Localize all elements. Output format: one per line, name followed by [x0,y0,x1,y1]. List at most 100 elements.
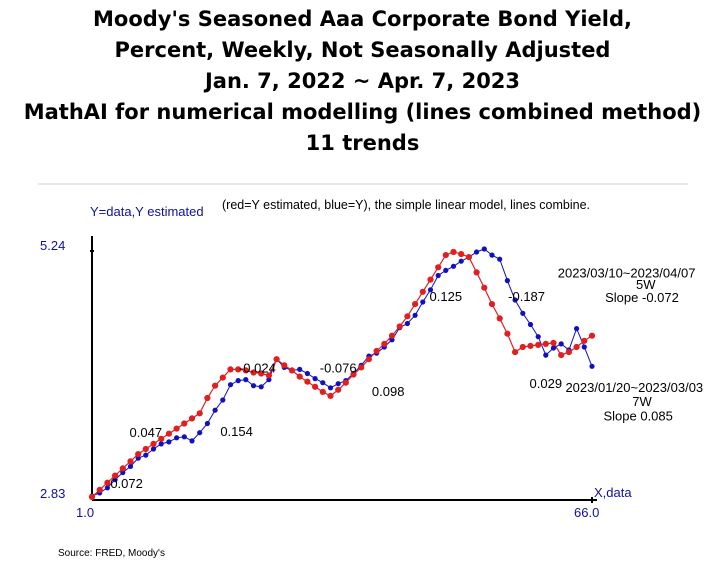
data-point-19 [227,382,234,388]
trend-annotation-13: 2023/01/20~2023/03/03 [565,380,703,395]
estimated-point-5 [119,465,126,472]
data-point-18 [220,397,226,403]
data-point-23 [258,384,264,390]
estimated-point-12 [173,425,180,432]
data-point-45 [427,287,434,293]
data-point-30 [312,376,318,382]
data-point-46 [435,272,441,279]
estimated-point-8 [142,445,149,453]
data-point-61 [550,345,557,351]
data-point-49 [458,258,464,264]
y-axis-label: Y=data,Y estimated [90,204,204,219]
estimated-point-59 [535,341,542,348]
estimated-point-14 [188,415,196,422]
trend-annotation-5: -0.076 [320,361,357,376]
title-line-5: 11 trends [305,131,420,155]
trend-annotation-9: 0.029 [530,376,563,391]
data-point-52 [481,246,487,252]
y-tick-label-max: 5.24 [40,238,65,253]
trend-annotation-11: 5W [636,277,656,292]
estimated-point-34 [342,379,349,386]
estimated-point-15 [196,410,203,417]
data-point-56 [512,297,518,303]
source-note: Source: FRED, Moody's [58,548,165,559]
trend-annotation-15: Slope 0.085 [603,408,672,423]
trend-annotation-8: -0.187 [508,289,545,304]
estimated-point-50 [465,254,472,261]
data-point-65 [581,344,587,350]
title-line-4: MathAI for numerical modelling (lines co… [23,100,702,124]
data-point-33 [335,381,341,387]
estimated-point-27 [288,367,296,374]
estimated-point-54 [496,315,503,322]
estimated-point-47 [442,252,449,259]
chart-title: Moody's Seasoned Aaa Corporate Bond Yiel… [0,4,725,159]
data-point-59 [535,334,541,340]
estimated-point-38 [373,347,380,355]
trend-annotation-6: 0.098 [372,384,405,399]
trend-annotation-2: 0.047 [130,425,163,440]
data-point-21 [243,377,249,383]
estimated-point-22 [250,369,257,376]
estimated-point-11 [165,430,172,437]
data-point-32 [327,385,334,391]
data-point-62 [558,341,564,347]
data-point-60 [543,352,549,358]
estimated-point-32 [327,392,334,399]
estimated-point-6 [127,458,134,465]
chart-header-note: (red=Y estimated, blue=Y), the simple li… [222,198,590,212]
trend-annotation-3: 0.154 [220,424,253,439]
estimated-point-52 [481,284,488,291]
estimated-point-45 [427,276,434,283]
estimated-point-18 [219,374,226,381]
data-point-14 [189,438,195,444]
data-point-53 [489,252,495,258]
estimated-point-51 [473,269,480,276]
data-point-55 [504,278,510,284]
estimated-point-10 [158,435,165,442]
data-point-16 [204,420,210,427]
data-point-43 [412,312,418,318]
annotation-layer: 0.072 0.047 0.154 -0.024 -0.076 0.098 0.125 -0.… [110,266,703,491]
estimated-point-58 [527,342,534,349]
estimated-point-17 [212,382,219,389]
estimated-point-13 [181,420,188,427]
trend-annotation-4: -0.024 [239,361,276,376]
data-point-22 [250,383,257,389]
estimated-point-4 [112,472,119,479]
estimated-point-25 [273,356,280,363]
x-tick-label-min: 1.0 [76,505,94,520]
estimated-point-56 [511,349,519,356]
estimated-point-28 [296,373,303,380]
estimated-point-31 [319,388,326,395]
trend-annotation-10: 2023/03/10~2023/04/07 [558,266,696,281]
title-line-3: Jan. 7, 2022 ~ Apr. 7, 2023 [204,69,521,93]
estimated-point-9 [150,440,157,447]
estimated-point-2 [96,486,103,493]
estimated-point-16 [204,394,211,402]
estimated-point-64 [573,343,580,351]
data-point-31 [320,380,326,386]
data-point-47 [443,267,449,273]
x-tick-label-max: 66.0 [574,505,599,520]
data-point-58 [527,321,534,328]
estimated-point-40 [388,332,396,339]
estimated-point-30 [312,383,319,390]
data-point-28 [297,366,303,372]
data-point-57 [520,310,526,316]
data-point-20 [235,378,241,384]
y-tick-label-min: 2.83 [40,486,65,501]
data-point-10 [158,441,164,447]
data-point-54 [497,256,503,262]
title-line-1: Moody's Seasoned Aaa Corporate Bond Yiel… [93,7,632,31]
estimated-point-57 [519,343,526,351]
estimated-point-42 [404,313,411,320]
trend-annotation-1: 0.072 [110,476,143,491]
estimated-point-49 [458,251,465,258]
estimated-point-3 [104,479,111,486]
data-point-9 [150,446,157,452]
data-point-13 [181,434,187,440]
estimated-point-60 [542,340,549,347]
estimated-point-29 [304,378,311,385]
